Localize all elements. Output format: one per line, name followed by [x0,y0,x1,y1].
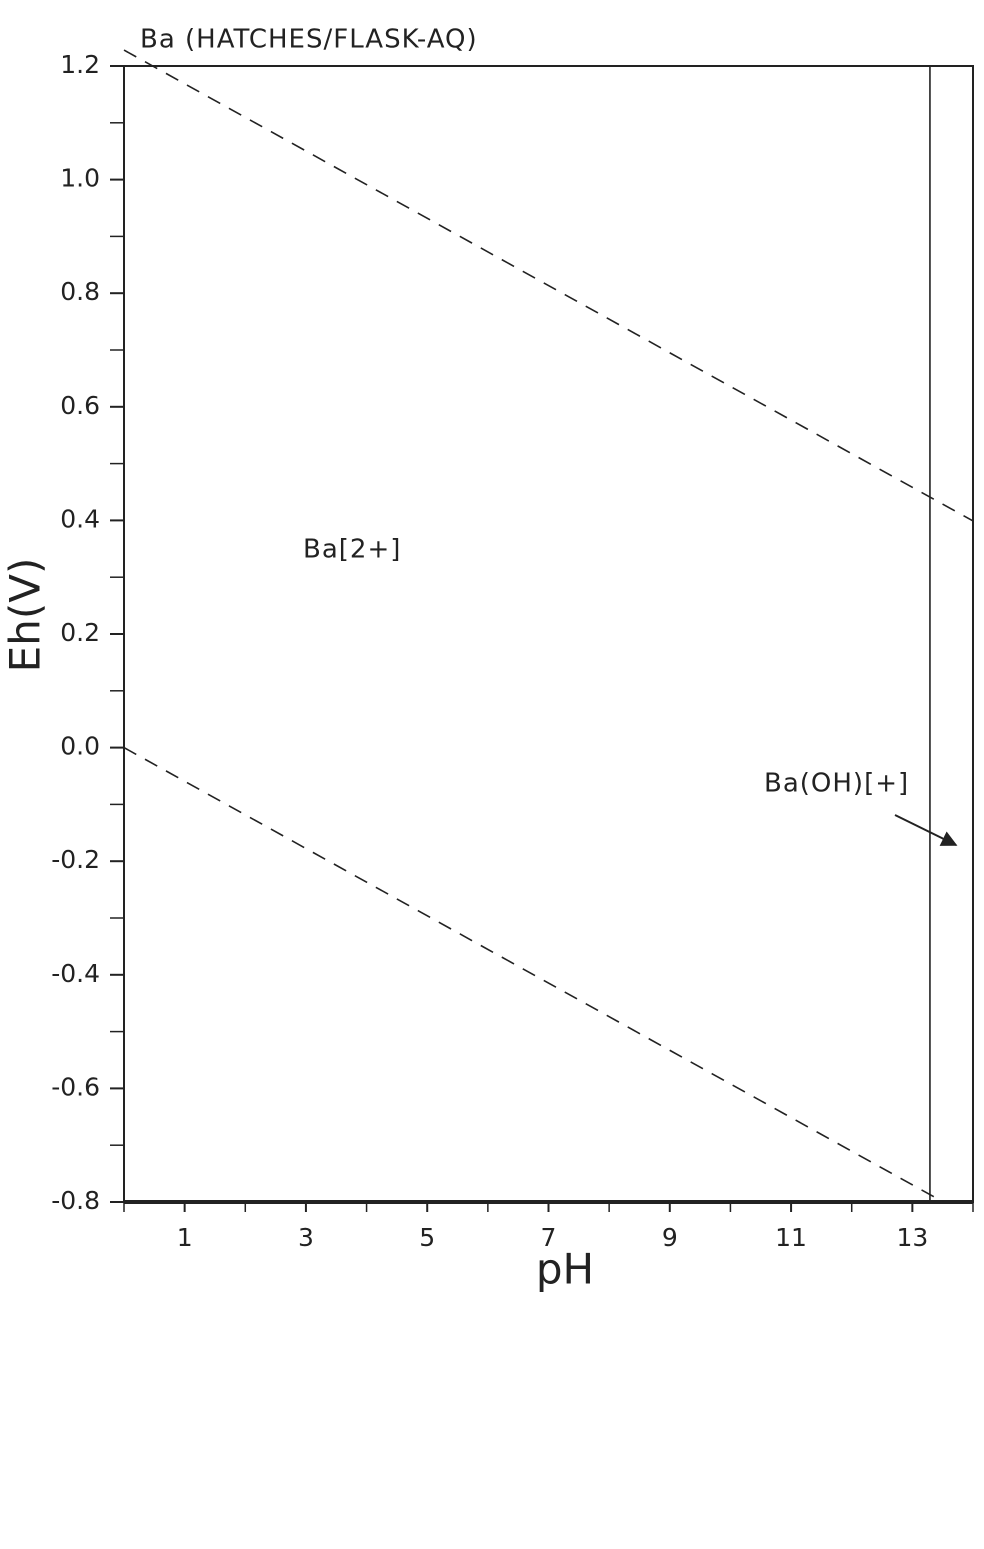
y-axis-label: Eh(V) [1,558,50,673]
y-tick-label: -0.8 [51,1186,100,1215]
annotation-arrow [894,814,958,846]
x-tick-label: 13 [896,1223,928,1252]
x-tick-label: 7 [541,1223,557,1252]
y-tick-label: -0.6 [51,1072,100,1101]
y-tick-label: 0.8 [60,277,100,306]
x-tick-label: 9 [662,1223,678,1252]
x-axis-label: pH [536,1245,594,1294]
y-tick-label: -0.4 [51,959,100,988]
x-tick-label: 1 [177,1223,193,1252]
field-label: Ba(OH)[+] [764,769,909,799]
y-tick-label: 0.0 [60,732,100,761]
field-label: Ba[2+] [303,535,401,565]
y-tick-label: 1.0 [60,164,100,193]
y-tick-label: 1.2 [60,50,100,79]
boundary-line [123,49,974,522]
y-tick-label: -0.2 [51,845,100,874]
boundary-line [123,746,944,1203]
y-tick-label: 0.2 [60,618,100,647]
y-tick-label: 0.4 [60,504,100,533]
y-tick-label: 0.6 [60,391,100,420]
x-tick-label: 5 [419,1223,435,1252]
x-tick-label: 3 [298,1223,314,1252]
x-tick-label: 11 [775,1223,807,1252]
chart-title: Ba (HATCHES/FLASK-AQ) [140,25,478,55]
